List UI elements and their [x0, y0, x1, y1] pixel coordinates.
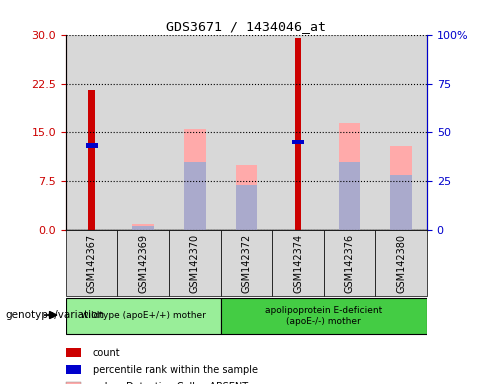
Bar	[221, 298, 427, 334]
Bar	[324, 35, 375, 230]
Bar	[236, 185, 257, 230]
Bar	[236, 165, 257, 230]
Bar	[272, 35, 324, 230]
Text: value, Detection Call = ABSENT: value, Detection Call = ABSENT	[93, 382, 248, 384]
Text: apolipoprotein E-deficient
(apoE-/-) mother: apolipoprotein E-deficient (apoE-/-) mot…	[265, 306, 383, 326]
Bar	[339, 123, 361, 230]
Text: GSM142369: GSM142369	[138, 233, 148, 293]
Bar	[295, 38, 302, 230]
Text: wildtype (apoE+/+) mother: wildtype (apoE+/+) mother	[81, 311, 206, 320]
Text: genotype/variation: genotype/variation	[5, 310, 104, 320]
Bar	[169, 35, 221, 230]
Bar	[339, 162, 361, 230]
Bar	[292, 140, 304, 144]
Text: GSM142374: GSM142374	[293, 233, 303, 293]
Bar	[221, 230, 272, 296]
Bar	[66, 298, 221, 334]
Bar	[272, 230, 324, 296]
Bar	[375, 35, 427, 230]
Bar	[184, 162, 205, 230]
Bar	[85, 143, 98, 148]
Text: percentile rank within the sample: percentile rank within the sample	[93, 365, 258, 375]
Text: GSM142372: GSM142372	[242, 233, 251, 293]
Text: GSM142370: GSM142370	[190, 233, 200, 293]
Text: count: count	[93, 348, 121, 358]
Bar	[169, 230, 221, 296]
Text: GSM142376: GSM142376	[345, 233, 355, 293]
Bar	[221, 35, 272, 230]
Bar	[66, 35, 118, 230]
Text: GSM142380: GSM142380	[396, 233, 406, 293]
Bar	[390, 175, 412, 230]
Bar	[132, 225, 154, 230]
Bar	[118, 230, 169, 296]
Bar	[88, 90, 95, 230]
Text: GSM142367: GSM142367	[87, 233, 97, 293]
Title: GDS3671 / 1434046_at: GDS3671 / 1434046_at	[166, 20, 326, 33]
Bar	[390, 146, 412, 230]
Bar	[132, 224, 154, 230]
Bar	[184, 129, 205, 230]
Bar	[375, 230, 427, 296]
Bar	[324, 230, 375, 296]
Bar	[118, 35, 169, 230]
Bar	[66, 230, 118, 296]
